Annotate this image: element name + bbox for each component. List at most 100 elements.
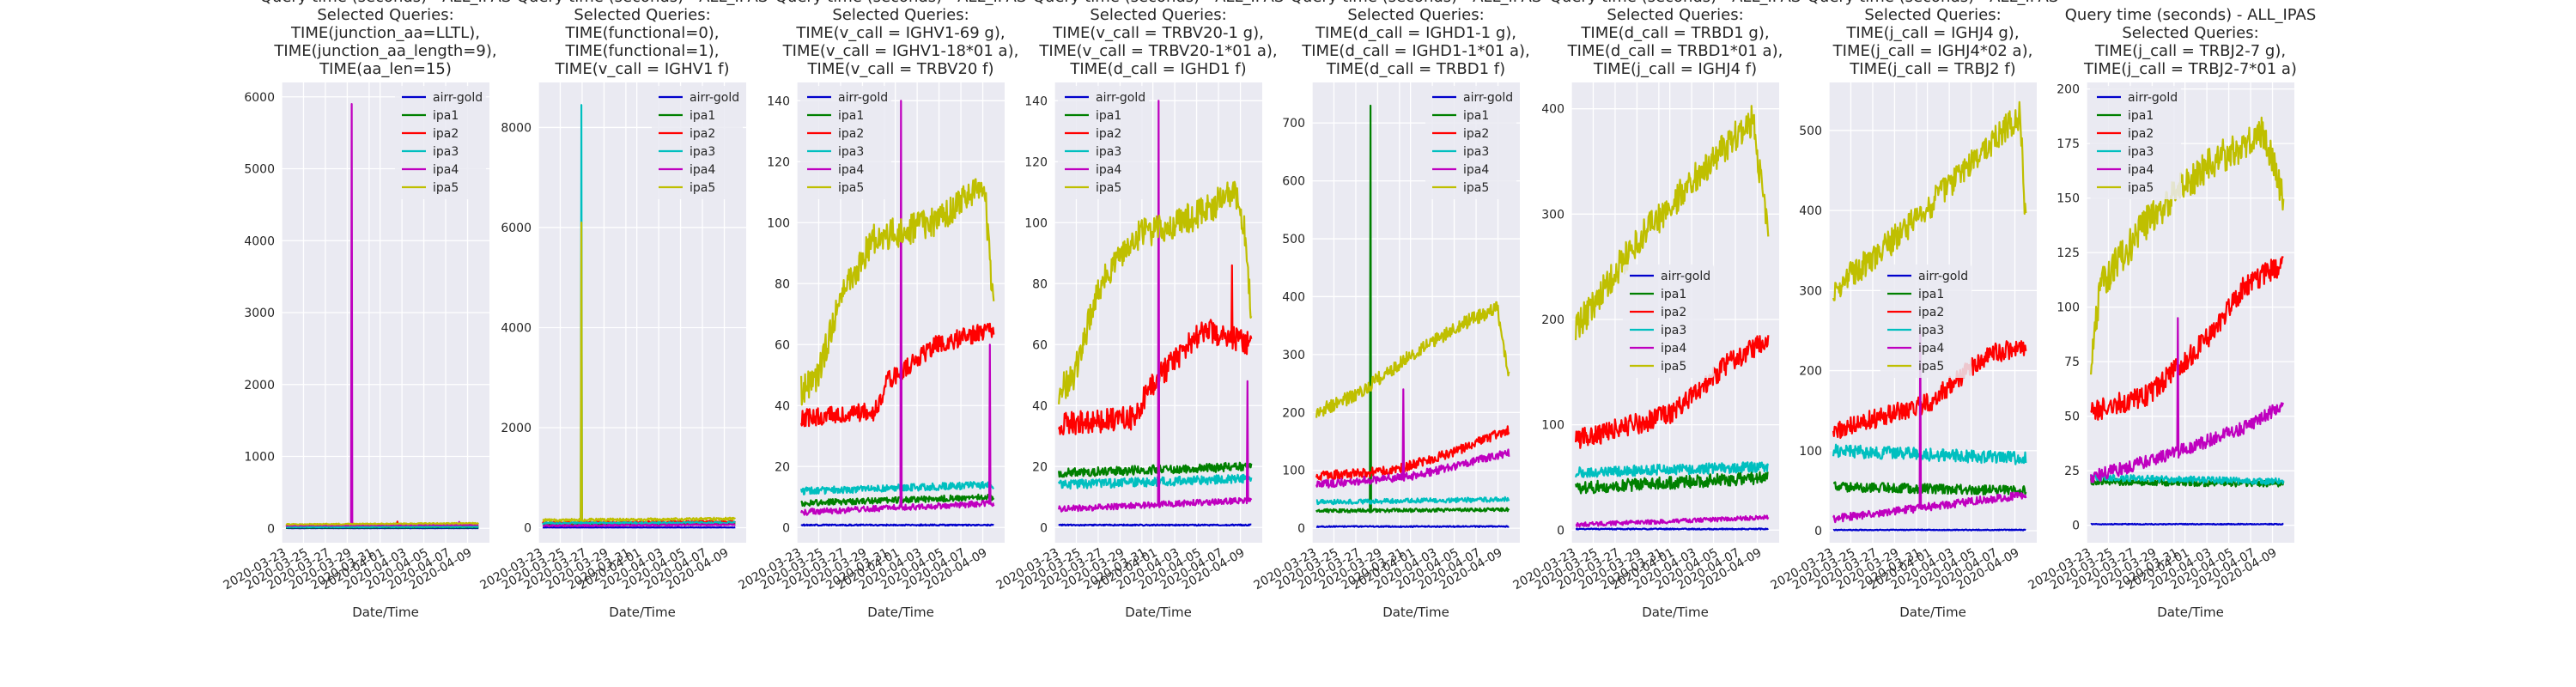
legend-entry: ipa4	[690, 163, 715, 177]
series-line-ipa3	[1832, 443, 2027, 465]
legend-entry: ipa5	[838, 181, 864, 195]
y-tick-label: 2000	[244, 379, 275, 392]
y-tick-label: 5000	[244, 163, 275, 177]
series-line-ipa2	[800, 322, 995, 428]
y-tick-label: 1000	[244, 451, 275, 465]
legend-entry: ipa1	[433, 109, 459, 123]
chart-title-line: TIME(v_call = TRBV20-1*01 a),	[1038, 42, 1277, 60]
x-axis-label: Date/Time	[609, 605, 676, 620]
y-tick-label: 300	[1799, 284, 1822, 298]
y-tick-label: 140	[767, 94, 790, 108]
chart-title-line: Query time (seconds) - ALL_IPAS	[1550, 0, 1801, 6]
y-tick-label: 60	[775, 338, 790, 352]
legend-entry: ipa4	[2128, 163, 2154, 177]
series-line-ipa4	[2090, 317, 2285, 483]
legend-entry: ipa2	[838, 127, 864, 141]
y-tick-label: 8000	[501, 121, 532, 135]
chart-title-line: Selected Queries:	[1607, 6, 1743, 24]
series-line-ipa1	[1832, 481, 2027, 496]
y-tick-label: 150	[2057, 192, 2080, 206]
legend-entry: ipa4	[1918, 342, 1944, 356]
series-line-ipa2	[2090, 256, 2284, 421]
y-tick-label: 200	[1541, 313, 1564, 327]
legend-entry: airr-gold	[2128, 91, 2178, 105]
legend-entry: airr-gold	[1096, 91, 1145, 105]
legend-entry: ipa2	[1463, 127, 1489, 141]
series-line-ipa1	[800, 493, 995, 508]
y-tick-label: 4000	[244, 234, 275, 248]
series-line-ipa5	[1575, 105, 1770, 341]
series-line-ipa5	[1832, 100, 2027, 301]
series-line-ipa3	[1575, 461, 1770, 478]
series-line-ipa3	[2090, 473, 2285, 485]
chart-title-line: TIME(d_call = IGHD1-1 g),	[1315, 24, 1516, 42]
y-tick-label: 75	[2064, 356, 2080, 369]
chart-panel-5: 01002003004005006007002020-03-232020-03-…	[1252, 0, 1542, 620]
y-tick-label: 40	[1032, 399, 1048, 413]
legend-entry: ipa5	[433, 181, 459, 195]
chart-title-line: Selected Queries:	[1864, 6, 2001, 24]
series-line-ipa2	[1832, 340, 2027, 440]
legend-entry: ipa1	[1463, 109, 1489, 123]
series-line-ipa3	[1315, 495, 1510, 506]
legend-entry: ipa4	[1463, 163, 1489, 177]
y-tick-label: 25	[2064, 465, 2080, 478]
chart-title-line: TIME(v_call = IGHV1-69 g),	[795, 24, 1005, 42]
series-line-ipa5	[1058, 180, 1253, 404]
y-tick-label: 125	[2057, 246, 2080, 260]
legend-entry: airr-gold	[1661, 270, 1710, 283]
y-tick-label: 500	[1282, 233, 1305, 246]
chart-title-line: TIME(v_call = TRBV20-1 g),	[1052, 24, 1264, 42]
chart-title-line: Query time (seconds) - ALL_IPAS	[260, 0, 512, 6]
legend-entry: ipa4	[1661, 342, 1686, 356]
chart-title-line: TIME(d_call = TRBD1*01 a),	[1567, 42, 1783, 60]
chart-title-line: TIME(j_call = TRBJ2 f)	[1849, 60, 2015, 78]
y-tick-label: 50	[2064, 410, 2080, 424]
y-tick-label: 0	[1814, 525, 1822, 538]
y-tick-label: 200	[2057, 83, 2080, 97]
legend-entry: airr-gold	[838, 91, 888, 105]
legend-entry: ipa4	[433, 163, 459, 177]
legend-entry: ipa5	[2128, 181, 2154, 195]
y-tick-label: 100	[1024, 216, 1048, 230]
y-tick-label: 0	[1557, 524, 1564, 538]
series-line-airr-gold	[1832, 528, 2026, 532]
legend: airr-gold ipa1 ipa2 ipa3 ipa4 ipa5	[1425, 86, 1516, 199]
chart-title-line: Query time (seconds) - ALL_IPAS	[1291, 0, 1542, 6]
chart-title-line: Query time (seconds) - ALL_IPAS	[1033, 0, 1285, 6]
x-axis-label: Date/Time	[1899, 605, 1966, 620]
y-tick-label: 700	[1282, 117, 1305, 131]
chart-title-line: Selected Queries:	[2122, 24, 2258, 42]
legend-entry: ipa3	[2128, 145, 2154, 159]
series-line-ipa3	[800, 480, 995, 495]
series-line-ipa4	[1575, 514, 1770, 528]
legend-entry: ipa1	[690, 109, 715, 123]
y-tick-label: 3000	[244, 307, 275, 320]
chart-title-line: Selected Queries:	[1347, 6, 1484, 24]
series-line-ipa4	[800, 100, 995, 516]
series-line-ipa5	[1315, 301, 1510, 418]
series-line-ipa1	[1315, 104, 1510, 514]
series-line-ipa5	[542, 222, 737, 523]
y-tick-label: 100	[1799, 445, 1822, 459]
series-line-ipa1	[1575, 471, 1769, 495]
legend-entry: ipa2	[2128, 127, 2154, 141]
y-tick-label: 100	[2057, 301, 2080, 315]
legend-entry: ipa5	[690, 181, 715, 195]
legend-entry: ipa2	[690, 127, 715, 141]
series-line-ipa3	[542, 104, 736, 526]
legend-entry: ipa3	[1463, 145, 1489, 159]
legend: airr-gold ipa1 ipa2 ipa3 ipa4 ipa5	[1058, 86, 1149, 199]
legend-entry: ipa2	[1096, 127, 1121, 141]
legend-entry: ipa5	[1661, 360, 1686, 374]
legend-entry: ipa5	[1096, 181, 1121, 195]
y-tick-label: 0	[1040, 521, 1048, 535]
chart-title-line: TIME(d_call = TRBD1 f)	[1326, 60, 1505, 78]
x-axis-label: Date/Time	[867, 605, 934, 620]
y-tick-label: 0	[267, 522, 275, 536]
chart-title-line: Selected Queries:	[1090, 6, 1226, 24]
legend-entry: ipa1	[2128, 109, 2154, 123]
chart-title-line: TIME(junction_aa=LLTL),	[290, 24, 480, 42]
legend: airr-gold ipa1 ipa2 ipa3 ipa4 ipa5	[800, 86, 891, 199]
